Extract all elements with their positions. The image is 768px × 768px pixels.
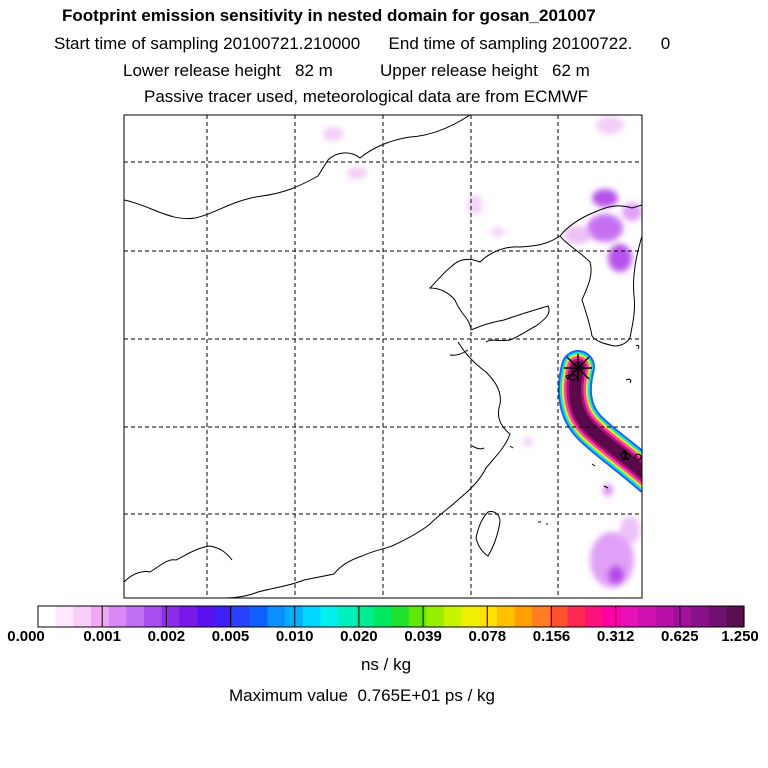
legend-color-cell bbox=[373, 606, 392, 627]
release-height-line: Lower release height 82 m Upper release … bbox=[123, 61, 590, 80]
patch-southeast-2 bbox=[608, 566, 624, 584]
coast-korea-west bbox=[559, 235, 615, 347]
release-site-star-icon bbox=[564, 354, 592, 382]
legend-tick-label: 0.000 bbox=[7, 628, 45, 645]
color-legend-frame bbox=[37, 605, 745, 628]
legend-color-cell bbox=[426, 606, 445, 627]
patch-korea-5 bbox=[622, 203, 642, 221]
max-value-text: Maximum value 0.765E+01 ps / kg bbox=[229, 686, 495, 705]
patch-mid-2 bbox=[491, 227, 505, 237]
border-north bbox=[124, 115, 471, 220]
legend-color-cell bbox=[461, 606, 480, 627]
patch-northeast bbox=[596, 116, 624, 134]
legend-color-cell bbox=[55, 606, 74, 627]
legend-color-cell bbox=[143, 606, 163, 627]
legend-color-cell bbox=[267, 606, 286, 627]
legend-tick-label: 0.010 bbox=[275, 628, 314, 645]
trajectory-marker-icon bbox=[634, 453, 642, 461]
legend-color-cell bbox=[655, 606, 674, 627]
legend-color-cell bbox=[638, 606, 657, 627]
legend-color-cell bbox=[38, 606, 57, 627]
legend-color-cell bbox=[673, 606, 692, 627]
legend-tick-label: 0.156 bbox=[532, 628, 571, 645]
legend-color-cell bbox=[620, 606, 639, 627]
legend-tick-label: 1.250 bbox=[721, 628, 759, 645]
legend-color-cell bbox=[408, 606, 427, 627]
legend-color-cell bbox=[443, 606, 463, 627]
legend-color-cell bbox=[232, 606, 251, 627]
legend-tick-label: 0.039 bbox=[404, 628, 442, 645]
patch-korea-2 bbox=[587, 214, 623, 242]
legend-color-cell bbox=[585, 606, 604, 627]
legend-color-cell bbox=[496, 606, 516, 627]
page-title: Footprint emission sensitivity in nested… bbox=[62, 6, 596, 25]
patch-southeast-3 bbox=[620, 516, 640, 544]
coastlines bbox=[124, 115, 642, 598]
legend-color-cell bbox=[73, 606, 92, 627]
legend-color-cell bbox=[355, 606, 374, 627]
legend-color-cell bbox=[249, 606, 269, 627]
legend-units: ns / kg bbox=[360, 655, 412, 674]
patch-north-1 bbox=[347, 167, 367, 179]
legend-color-cell bbox=[214, 606, 233, 627]
legend-color-cell bbox=[391, 606, 410, 627]
legend-color-cell bbox=[479, 606, 498, 627]
sampling-time-line: Start time of sampling 20100721.210000 E… bbox=[54, 34, 671, 53]
patch-mid-1 bbox=[467, 195, 483, 215]
legend-tick-label: 0.005 bbox=[211, 628, 250, 645]
legend-color-cell bbox=[161, 606, 180, 627]
legend-color-cell bbox=[532, 606, 551, 627]
legend-color-cell bbox=[708, 606, 727, 627]
patch-north-2 bbox=[323, 127, 343, 141]
legend-color-cell bbox=[196, 606, 216, 627]
legend-color-cell bbox=[338, 606, 357, 627]
coast-bohai-korea bbox=[428, 204, 642, 331]
islands-1 bbox=[509, 344, 640, 525]
color-legend-bar bbox=[38, 606, 745, 627]
legend-tick-label: 0.002 bbox=[147, 628, 186, 645]
coast-south-west bbox=[124, 545, 233, 583]
grid-lines bbox=[124, 115, 642, 598]
legend-tick-label: 0.312 bbox=[596, 628, 635, 645]
tracer-info-line: Passive tracer used, meteorological data… bbox=[144, 87, 589, 106]
map-frame bbox=[123, 114, 643, 599]
patch-korea-3 bbox=[608, 244, 632, 272]
legend-color-cell bbox=[179, 606, 198, 627]
legend-color-cell bbox=[320, 606, 339, 627]
coast-shandong bbox=[470, 305, 550, 343]
legend-tick-label: 0.078 bbox=[468, 628, 507, 645]
legend-color-cell bbox=[514, 606, 533, 627]
river-lakes bbox=[449, 349, 485, 450]
sensitivity-plume bbox=[557, 350, 642, 493]
color-legend-dividers bbox=[101, 606, 681, 627]
legend-color-cell bbox=[726, 606, 745, 627]
patch-korea-1 bbox=[592, 189, 618, 207]
legend-color-cell bbox=[691, 606, 710, 627]
legend-tick-label: 0.625 bbox=[661, 628, 699, 645]
taiwan bbox=[475, 511, 501, 557]
legend-color-cell bbox=[567, 606, 586, 627]
legend-color-cell bbox=[549, 606, 569, 627]
patch-korea-4 bbox=[564, 226, 592, 244]
legend-color-cell bbox=[126, 606, 145, 627]
legend-color-cell bbox=[90, 606, 110, 627]
legend-tick-label: 0.001 bbox=[83, 628, 121, 645]
coast-east-china bbox=[223, 341, 511, 598]
patch-east-1 bbox=[523, 438, 533, 446]
faint-sensitivity-patches bbox=[323, 116, 642, 588]
legend-tick-label: 0.020 bbox=[340, 628, 378, 645]
coast-korea-east bbox=[613, 235, 642, 347]
legend-color-cell bbox=[302, 606, 321, 627]
legend-color-cell bbox=[108, 606, 127, 627]
map-content: 1 bbox=[124, 115, 642, 598]
legend-color-cell bbox=[602, 606, 622, 627]
trajectory-marker-label: 1 bbox=[621, 447, 629, 464]
legend-color-cell bbox=[285, 606, 304, 627]
